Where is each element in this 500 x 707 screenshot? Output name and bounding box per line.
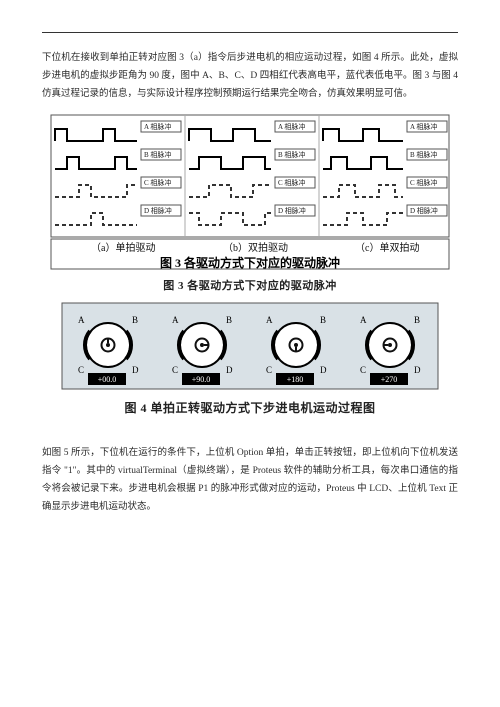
fig3a-label-a: A 相脉冲: [144, 122, 171, 131]
paragraph-1: 下位机在接收到单拍正转对应图 3（a）指令后步进电机的相应运动过程，如图 4 所…: [42, 49, 458, 103]
fig4-caption: 图 4 单拍正转驱动方式下步进电机运动过程图: [42, 399, 458, 416]
figure-4-svg: A B C D +00.0 A B C D +90.0: [60, 301, 440, 393]
fig4-m1-D: D: [132, 365, 139, 375]
fig3c-label-c: C 相脉冲: [410, 178, 437, 187]
fig3c-label-a: A 相脉冲: [410, 122, 437, 131]
page: 下位机在接收到单拍正转对应图 3（a）指令后步进电机的相应运动过程，如图 4 所…: [0, 0, 500, 707]
svg-text:D: D: [226, 365, 233, 375]
svg-text:A: A: [360, 315, 367, 325]
fig3b-label-a: A 相脉冲: [278, 122, 305, 131]
fig3b-label-b: B 相脉冲: [278, 150, 305, 159]
paragraph-2: 如图 5 所示，下位机在运行的条件下，上位机 Option 单拍，单击正转按钮，…: [42, 444, 458, 516]
svg-text:A: A: [172, 315, 179, 325]
fig3-caption-repeat: 图 3 各驱动方式下对应的驱动脉冲: [42, 277, 458, 293]
svg-text:C: C: [360, 365, 366, 375]
fig3a-label-b: B 相脉冲: [144, 150, 171, 159]
svg-text:B: B: [320, 315, 326, 325]
top-rule: [42, 32, 458, 33]
fig3-sub-a: （a）单拍驱动: [91, 241, 155, 254]
fig4-angle-2: +90.0: [192, 375, 211, 384]
fig3-caption-insvg: 图 3 各驱动方式下对应的驱动脉冲: [160, 255, 340, 270]
fig3c-label-d: D 相脉冲: [410, 206, 438, 215]
fig3b-label-c: C 相脉冲: [278, 178, 305, 187]
fig4-angle-1: +00.0: [98, 375, 117, 384]
fig4-m1-A: A: [78, 315, 85, 325]
fig3-sub-b: （b）双拍驱动: [223, 241, 288, 254]
svg-text:C: C: [172, 365, 178, 375]
fig3a-label-c: C 相脉冲: [144, 178, 171, 187]
fig3c-label-b: B 相脉冲: [410, 150, 437, 159]
svg-text:A: A: [266, 315, 273, 325]
fig3b-label-d: D 相脉冲: [278, 206, 306, 215]
fig4-angle-3: +180: [287, 375, 304, 384]
fig3-sub-c: （c）单双拍动: [355, 241, 419, 254]
figure-3-svg: A 相脉冲 B 相脉冲 C 相脉冲 D 相脉冲 A 相脉冲 B 相脉冲 C 相脉…: [45, 111, 455, 271]
fig4-m1-B: B: [132, 315, 138, 325]
svg-text:B: B: [226, 315, 232, 325]
fig4-m1-C: C: [78, 365, 84, 375]
svg-text:B: B: [414, 315, 420, 325]
fig3a-label-d: D 相脉冲: [144, 206, 172, 215]
svg-text:C: C: [266, 365, 272, 375]
svg-text:D: D: [414, 365, 421, 375]
svg-text:D: D: [320, 365, 327, 375]
fig4-angle-4: +270: [381, 375, 398, 384]
